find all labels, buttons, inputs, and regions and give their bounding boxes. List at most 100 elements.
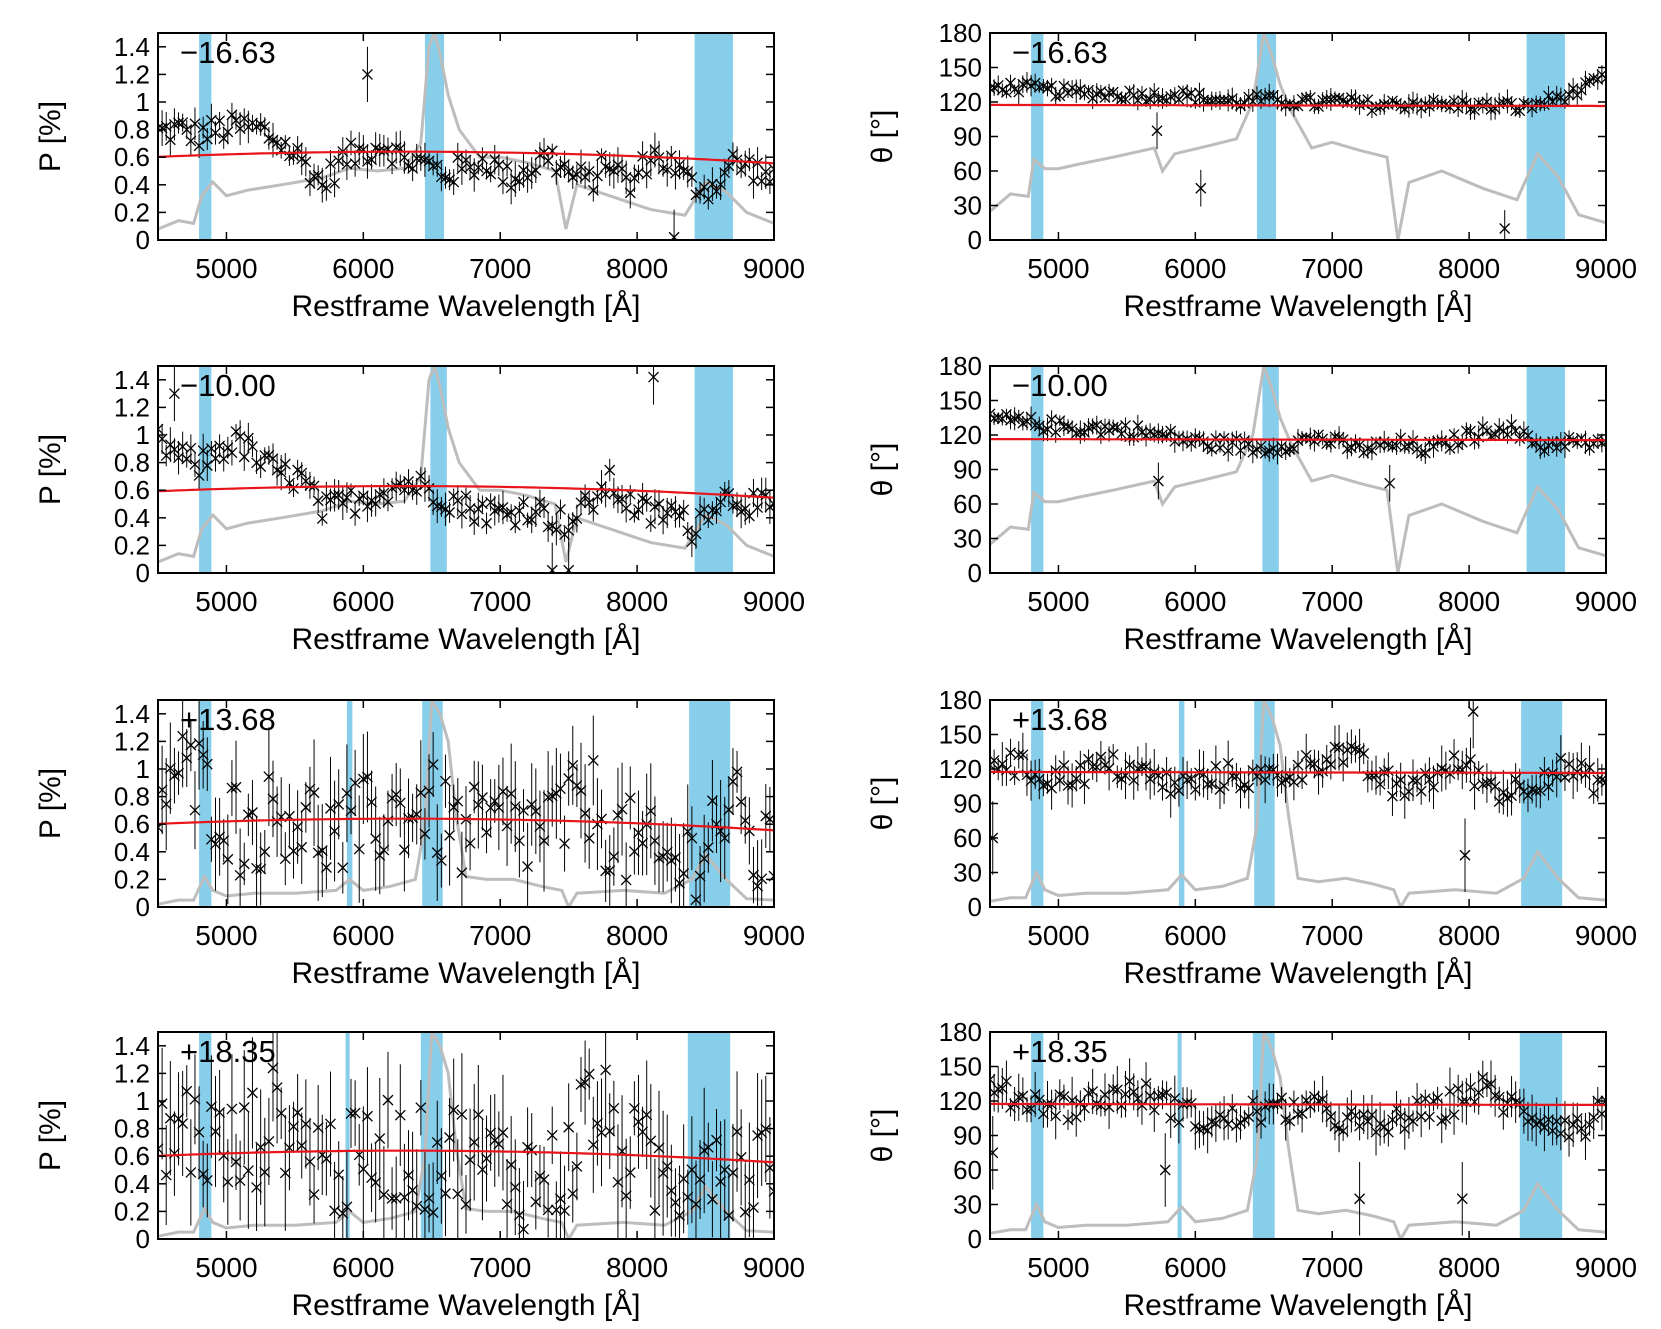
data-point [616,762,628,856]
data-point [497,169,509,195]
data-point [292,1073,304,1152]
data-point [1066,763,1078,808]
data-point [694,845,706,907]
data-point [246,436,258,458]
point-marker [665,500,677,512]
point-marker [456,1108,468,1120]
data-point [275,1087,287,1139]
data-point [341,1151,353,1239]
data-point [168,108,180,141]
point-marker [1128,89,1140,101]
point-marker [226,447,238,459]
data-point [464,155,476,180]
point-marker [1218,432,1230,444]
plot-frame [157,1031,775,1240]
data-point [628,828,640,875]
data-point [1477,774,1489,794]
data-point [489,779,501,823]
data-point [456,499,468,529]
y-tick-label: 0 [136,892,150,922]
data-point [320,175,332,201]
point-marker [361,1110,373,1122]
point-marker [1374,778,1386,790]
data-point [230,740,242,834]
data-point [337,841,349,894]
data-point [1473,425,1485,449]
data-point [1493,789,1505,814]
point-marker [1436,98,1448,110]
point-marker [452,1188,464,1200]
data-point [567,725,579,805]
point-marker [596,1126,607,1138]
point-marker [530,1196,542,1208]
point-marker [591,1117,603,1129]
data-point [1177,85,1189,97]
point-marker [1534,785,1546,796]
data-point [554,753,566,824]
point-marker [349,777,361,789]
point-marker [674,510,686,522]
data-point [238,842,250,886]
data-point [300,782,312,833]
data-point [374,816,386,895]
outlier-point [1152,462,1164,500]
data-point [296,462,308,485]
point-marker [1202,1124,1214,1136]
point-marker [1448,750,1460,761]
point-marker [1584,762,1596,773]
data-point [1580,761,1591,788]
data-point [226,1054,238,1164]
point-marker [1296,93,1308,105]
data-point [1493,92,1505,115]
x-tick-label: 9000 [1575,920,1637,951]
point-marker [316,513,328,524]
data-point [538,1146,550,1213]
point-marker [345,137,357,149]
data-point [193,133,205,158]
data-point [1136,85,1148,102]
point-marker [456,867,468,879]
point-marker [505,788,517,800]
point-marker [690,1198,702,1210]
point-marker [641,495,653,507]
data-point [546,143,558,159]
point-marker [548,564,558,573]
point-marker [193,1126,205,1138]
point-marker [1514,433,1526,444]
data-point [604,1093,616,1169]
x-tick-label: 6000 [1164,586,1226,617]
point-marker [398,151,410,163]
point-marker [694,870,706,882]
data-point [472,492,484,526]
point-marker [312,495,324,507]
point-marker [743,825,755,837]
data-point [1189,1103,1201,1150]
data-point [1407,91,1419,114]
data-point [735,769,747,835]
data-point [1489,428,1501,440]
data-point [1600,71,1606,86]
shaded-band [420,1032,443,1239]
data-point [587,178,599,202]
data-point [357,1106,369,1232]
point-marker [1095,751,1107,763]
point-marker [201,758,213,770]
point-marker [349,508,361,520]
point-marker [427,759,439,770]
data-point [1214,442,1226,454]
data-point [246,780,258,845]
y-axis-label: θ [°] [866,777,899,831]
outlier-point [361,46,373,102]
data-point [1070,79,1082,104]
point-marker [538,502,550,514]
point-marker [768,1185,774,1193]
point-marker [357,490,369,502]
point-marker [542,1204,554,1216]
point-marker [768,163,774,170]
point-marker [1005,414,1016,426]
point-marker [1151,125,1163,137]
point-marker [349,1107,361,1119]
x-tick-label: 8000 [1438,253,1500,284]
y-tick-label: 0.6 [114,475,150,505]
